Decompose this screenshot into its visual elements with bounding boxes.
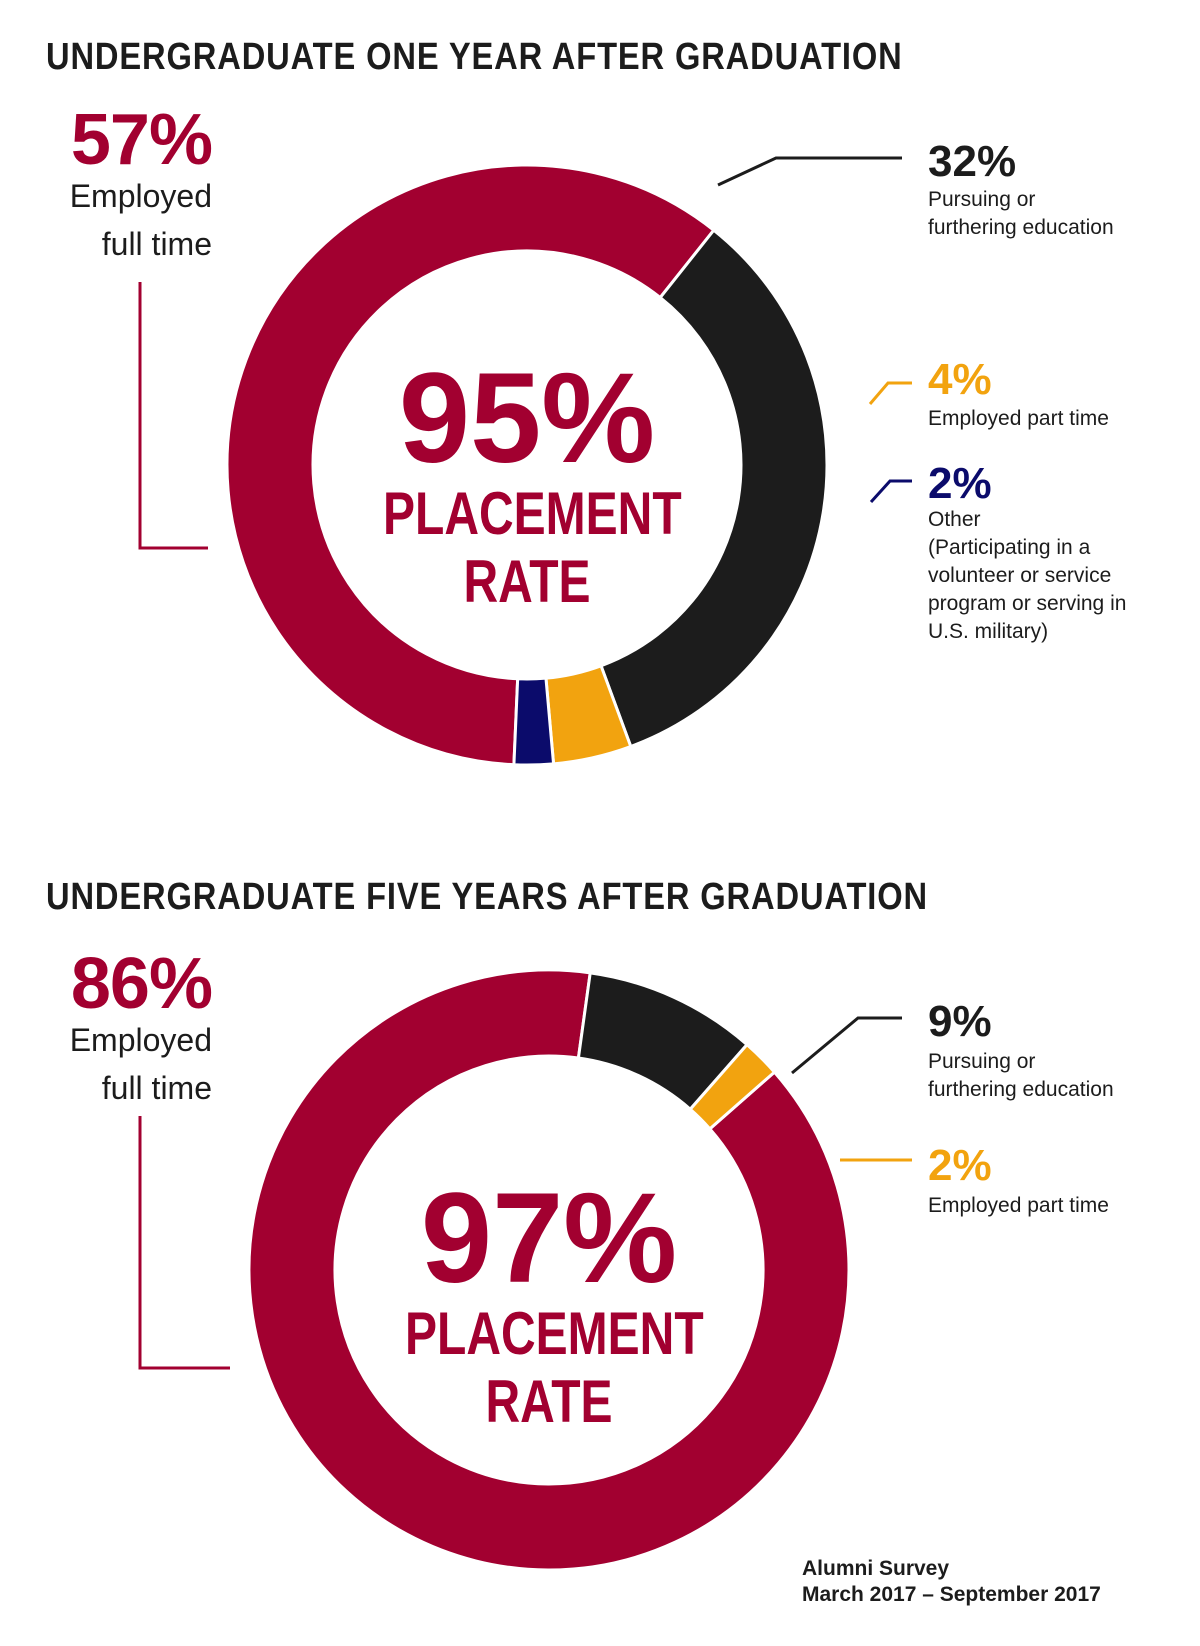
chart-2-slice-full-time <box>247 968 851 1572</box>
chart-1-full-time-line-2: full time <box>101 226 212 262</box>
chart-1-center-label-line-2: RATE <box>463 548 591 615</box>
chart-1-center-value: 95% <box>398 347 656 490</box>
chart-1-other-pct: 2% <box>928 459 992 508</box>
chart-1-other-line-2: (Participating in a <box>928 536 1091 559</box>
chart-1-donut <box>138 156 912 767</box>
chart-1-other-line-4: program or serving in <box>928 592 1127 615</box>
chart-1-education-line-2: furthering education <box>928 216 1114 239</box>
chart-1-leader-line-other <box>869 479 912 504</box>
chart-2-part-time-label: Employed part time <box>928 1192 1168 1220</box>
chart-1-slice-other <box>512 676 556 767</box>
chart-2-full-time-line-2: full time <box>101 1070 212 1106</box>
chart-2-leader-line-education <box>791 1016 902 1075</box>
chart-1-leader-line-education <box>717 156 902 187</box>
source-line-2: March 2017 – September 2017 <box>802 1583 1101 1606</box>
chart-2-education-pct: 9% <box>928 997 992 1046</box>
chart-2-full-time-label: Employed full time <box>0 1016 212 1112</box>
chart-2-part-time-line-1: Employed part time <box>928 1194 1109 1217</box>
chart-2-part-time-pct: 2% <box>928 1141 992 1190</box>
chart-2-center-value: 97% <box>420 1167 678 1310</box>
chart-1-other-label: Other (Participating in a volunteer or s… <box>928 506 1168 646</box>
chart-1-leader-line-part-time <box>868 381 912 405</box>
chart-1-full-time-line-1: Employed <box>69 178 212 214</box>
chart-1-center-label: PLACEMENT RATE <box>383 480 682 616</box>
chart-2-title: UNDERGRADUATE FIVE YEARS AFTER GRADUATIO… <box>46 876 928 918</box>
chart-1-slice-full-time <box>225 163 716 767</box>
chart-1-education-line-1: Pursuing or <box>928 188 1036 211</box>
chart-1-center-label-line-1: PLACEMENT <box>383 480 682 547</box>
chart-2-center-label-line-2: RATE <box>485 1368 613 1435</box>
chart-1-education-pct: 32% <box>928 137 1017 186</box>
chart-1-part-time-label: Employed part time <box>928 405 1168 433</box>
chart-1-slice-education <box>599 228 829 749</box>
chart-1-part-time-line-1: Employed part time <box>928 407 1109 430</box>
chart-2-center-label-line-1: PLACEMENT <box>405 1300 704 1367</box>
chart-1-other-line-3: volunteer or service <box>928 564 1112 587</box>
chart-2-full-time-line-1: Employed <box>69 1022 212 1058</box>
chart-2-education-line-2: furthering education <box>928 1078 1114 1101</box>
chart-2-education-line-1: Pursuing or <box>928 1050 1036 1073</box>
chart-1-full-time-label: Employed full time <box>0 172 212 268</box>
chart-2-full-time-pct: 86% <box>70 944 213 1024</box>
chart-2-slice-part-time <box>688 1042 777 1131</box>
source-line-1: Alumni Survey <box>802 1557 950 1580</box>
chart-1-leader-line-full-time <box>138 282 208 550</box>
chart-1-title: UNDERGRADUATE ONE YEAR AFTER GRADUATION <box>46 36 903 78</box>
chart-1-education-label: Pursuing or furthering education <box>928 186 1168 242</box>
chart-2-education-label: Pursuing or furthering education <box>928 1048 1168 1104</box>
chart-2-center-label: PLACEMENT RATE <box>405 1300 704 1436</box>
chart-1-other-line-5: U.S. military) <box>928 620 1049 643</box>
chart-1-other-line-1: Other <box>928 508 981 531</box>
chart-1-part-time-pct: 4% <box>928 355 992 404</box>
source-note: Alumni Survey March 2017 – September 201… <box>802 1556 1101 1608</box>
chart-2-leader-line-full-time <box>138 1116 230 1370</box>
chart-1-full-time-pct: 57% <box>70 100 213 180</box>
